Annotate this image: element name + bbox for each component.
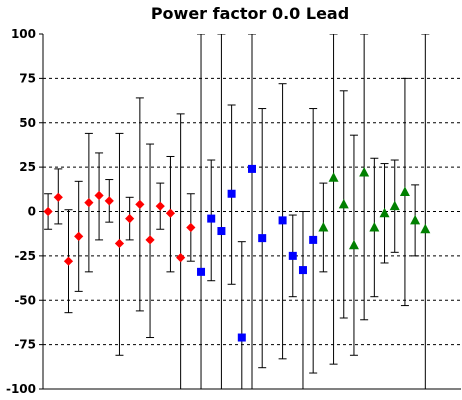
- data-point: [389, 200, 400, 211]
- data-point: [135, 199, 145, 209]
- data-point: [318, 221, 329, 232]
- plot-area: [43, 34, 431, 389]
- data-point: [278, 216, 287, 225]
- data-point: [53, 192, 63, 202]
- data-point: [114, 238, 125, 249]
- series-2: [318, 34, 431, 389]
- y-tick-label: 25: [19, 160, 36, 174]
- data-point: [298, 266, 307, 275]
- y-tick-label: 100: [11, 27, 36, 41]
- data-point: [248, 164, 256, 173]
- data-point: [145, 235, 155, 245]
- gridlines: [43, 77, 461, 346]
- data-point: [328, 172, 339, 182]
- y-tick-label: -100: [6, 382, 36, 396]
- data-point: [237, 333, 246, 342]
- data-point: [369, 221, 380, 232]
- data-point: [155, 201, 165, 211]
- data-point: [309, 235, 318, 244]
- data-point: [207, 214, 216, 223]
- y-tick-labels: -100 -75 -50 -25 0 25 50 75 100: [6, 27, 36, 396]
- y-tick-label: 0: [28, 205, 36, 219]
- data-point: [84, 198, 94, 208]
- data-point: [43, 206, 53, 217]
- data-point: [104, 196, 114, 206]
- series-0: [43, 97, 196, 389]
- data-point: [165, 208, 176, 218]
- data-point: [94, 190, 104, 201]
- y-tick-label: 50: [19, 116, 36, 130]
- data-point: [186, 222, 196, 233]
- data-point: [227, 189, 236, 198]
- data-point: [258, 234, 267, 243]
- data-point: [74, 231, 84, 241]
- data-point: [125, 214, 135, 224]
- data-point: [197, 267, 206, 276]
- data-point: [338, 198, 349, 209]
- y-tick-label: -75: [14, 338, 36, 352]
- data-point: [348, 239, 359, 250]
- data-point: [420, 223, 431, 234]
- chart-title: Power factor 0.0 Lead: [151, 4, 349, 23]
- data-point: [217, 227, 226, 236]
- series-1: [197, 34, 318, 389]
- data-point: [288, 251, 297, 260]
- y-tick-label: -50: [14, 293, 36, 307]
- data-point: [63, 256, 74, 266]
- data-point: [410, 214, 421, 225]
- data-point: [399, 186, 410, 196]
- y-tick-label: 75: [19, 71, 36, 85]
- data-point: [176, 253, 186, 263]
- y-tick-label: -25: [14, 249, 36, 263]
- data-point: [379, 207, 390, 218]
- data-point: [359, 166, 370, 177]
